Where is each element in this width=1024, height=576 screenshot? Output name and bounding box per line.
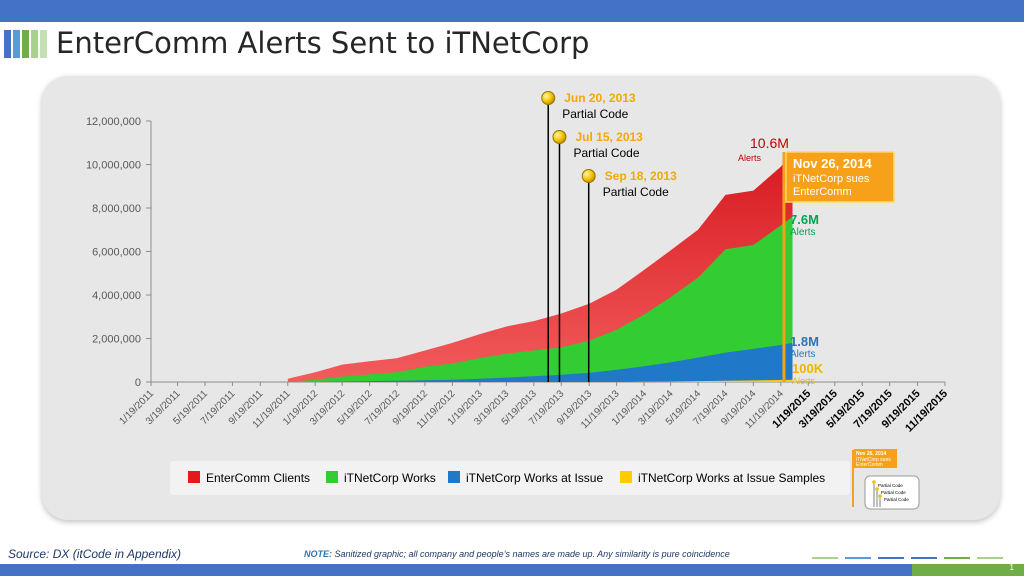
y-tick-label: 8,000,000: [92, 203, 141, 215]
thumbnail-callout-line3: EnterComm: [856, 462, 883, 468]
annotation-date: Sep 18, 2013: [605, 169, 677, 183]
end-label-unit: Alerts: [790, 349, 816, 360]
thumbnail-item-text: Partial Code: [884, 497, 909, 502]
annotation-date: Jul 15, 2013: [575, 130, 643, 144]
annotation-pin: [552, 130, 567, 144]
page-title: EnterComm Alerts Sent to iTNetCorp: [56, 26, 590, 60]
end-label-value: 7.6M: [790, 212, 819, 227]
y-tick-label: 2,000,000: [92, 334, 141, 346]
page-number: 1: [1009, 563, 1014, 572]
annotation-pin: [541, 91, 556, 105]
thumbnail-item-text: Partial Code: [878, 483, 903, 488]
legend-swatch: [188, 471, 200, 483]
lawsuit-callout-box: [785, 151, 895, 203]
lawsuit-callout-line3: EnterComm: [793, 186, 852, 198]
decorative-dashes: [812, 557, 1024, 561]
legend-box: [170, 461, 850, 495]
thumbnail-item-text: Partial Code: [881, 490, 906, 495]
y-tick-label: 12,000,000: [86, 116, 141, 128]
legend-label: EnterComm Clients: [206, 471, 310, 485]
y-tick-label: 4,000,000: [92, 290, 141, 302]
legend-swatch: [448, 471, 460, 483]
top-accent-bar: [0, 0, 1024, 22]
y-tick-label: 0: [135, 377, 141, 389]
area-works-at-issue: [287, 342, 793, 382]
thumbnail-pin: [875, 487, 879, 491]
thumbnail-pin: [872, 480, 876, 484]
source-text: Source: DX (itCode in Appendix): [8, 547, 181, 561]
legend-label: iTNetCorp Works: [344, 471, 436, 485]
end-label-unit: Alerts: [738, 153, 762, 163]
thumbnail-callout-line2: iTNetCorp sues: [856, 457, 891, 463]
note-label: NOTE:: [304, 549, 332, 559]
thumbnail-callout-box: [854, 449, 897, 468]
thumbnail-frame: [864, 475, 920, 510]
annotation-date: Jun 20, 2013: [564, 91, 636, 105]
legend-swatch: [620, 471, 632, 483]
lawsuit-callout-line2: iTNetCorp sues: [793, 173, 870, 185]
end-label-unit: Alerts: [792, 376, 816, 386]
lawsuit-callout-date: Nov 26, 2014: [793, 156, 873, 171]
area-works-at-issue-samples: [616, 379, 793, 382]
bottom-accent-bar: [0, 564, 1024, 576]
note-text: Sanitized graphic; all company and peopl…: [332, 549, 730, 559]
annotation-text: Partial Code: [562, 107, 628, 121]
legend-label: iTNetCorp Works at Issue: [466, 471, 603, 485]
annotation-pin: [581, 169, 596, 183]
disclaimer-note: NOTE: Sanitized graphic; all company and…: [304, 549, 730, 559]
y-tick-label: 6,000,000: [92, 247, 141, 259]
legend-swatch: [326, 471, 338, 483]
thumbnail-pin: [878, 494, 882, 498]
annotation-text: Partial Code: [573, 146, 639, 160]
end-label-value: 10.6M: [750, 135, 789, 151]
end-label-value: 100K: [792, 361, 824, 376]
title-bars-logo: [4, 30, 48, 58]
thumbnail-callout-line1: Nov 26, 2014: [856, 451, 887, 457]
y-tick-label: 10,000,000: [86, 160, 141, 172]
end-label-unit: Alerts: [790, 227, 816, 238]
annotation-text: Partial Code: [603, 185, 669, 199]
end-label-value: 1.8M: [790, 334, 819, 349]
legend-label: iTNetCorp Works at Issue Samples: [638, 471, 825, 485]
area-itnetcorp-works: [287, 216, 793, 382]
chart-panel: [42, 76, 1000, 520]
